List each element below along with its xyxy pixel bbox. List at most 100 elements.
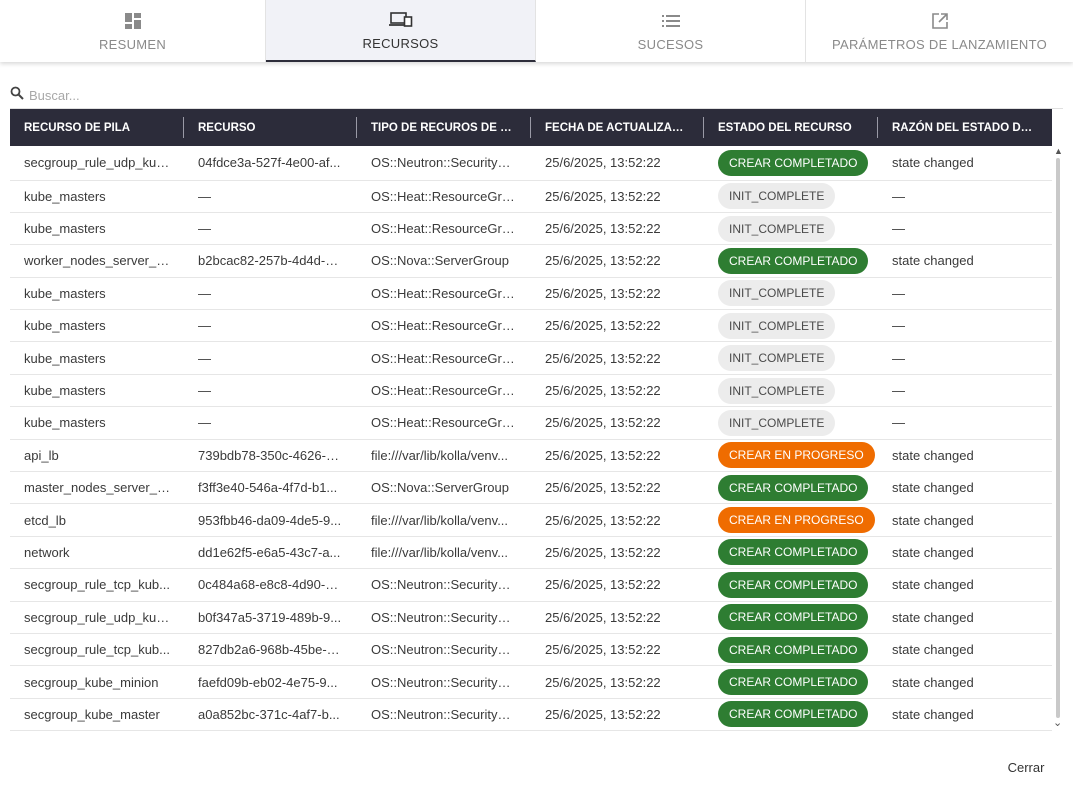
cell-status: INIT_COMPLETE (704, 406, 878, 440)
table-row[interactable]: worker_nodes_server_g... b2bcac82-257b-4d… (10, 244, 1052, 278)
table-row[interactable]: secgroup_rule_udp_kub... 04fdce3a-527f-4e… (10, 146, 1052, 181)
cell-resource-type: OS::Heat::ResourceGroup (357, 309, 531, 343)
table-row[interactable]: kube_masters — OS::Heat::ResourceGroup 25/6… (10, 212, 1052, 246)
close-button[interactable]: Cerrar (996, 754, 1056, 780)
status-badge: CREAR EN PROGRESO (718, 442, 875, 469)
cell-resource-type: OS::Heat::ResourceGroup (357, 374, 531, 408)
column-header-recurso-de-pila[interactable]: RECURSO DE PILA (10, 109, 184, 146)
cell-resource-type: OS::Heat::ResourceGroup (357, 341, 531, 375)
column-header-label: RAZÓN DEL ESTADO DE LA... (892, 121, 1052, 134)
tab-resumen[interactable]: RESUMEN (0, 0, 266, 62)
table-row[interactable]: api_lb 739bdb78-350c-4626-b... file:///var… (10, 439, 1052, 473)
cell-resource: 739bdb78-350c-4626-b... (184, 439, 357, 473)
column-resize-handle[interactable] (183, 117, 184, 138)
column-header-razon[interactable]: RAZÓN DEL ESTADO DE LA... (878, 109, 1052, 146)
table-row[interactable]: kube_masters — OS::Heat::ResourceGroup 25/6… (10, 309, 1052, 343)
cell-resource-type: OS::Neutron::SecurityGr... (357, 568, 531, 602)
column-header-tipo[interactable]: TIPO DE RECUROS DE PILA (357, 109, 531, 146)
column-header-label: RECURSO DE PILA (24, 121, 131, 134)
column-header-label: TIPO DE RECUROS DE PILA (371, 121, 527, 134)
table-row[interactable]: kube_masters — OS::Heat::ResourceGroup 25/6… (10, 180, 1052, 213)
cell-stack-resource: etcd_lb (10, 503, 184, 537)
table-row[interactable]: secgroup_rule_udp_kub... b0f347a5-3719-48… (10, 601, 1052, 634)
cell-stack-resource: kube_masters (10, 277, 184, 311)
column-resize-handle[interactable] (703, 117, 704, 138)
table-row[interactable]: kube_masters — OS::Heat::ResourceGroup 25/6… (10, 374, 1052, 408)
cell-resource-type: OS::Neutron::SecurityGr... (357, 146, 531, 181)
tab-recursos[interactable]: RECURSOS (266, 0, 536, 62)
search-bar (10, 84, 310, 106)
cell-status-reason: state changed (878, 503, 1052, 537)
scroll-down-icon[interactable]: ⌄ (1053, 717, 1063, 729)
table-row[interactable]: kube_masters — OS::Heat::ResourceGroup 25/6… (10, 277, 1052, 311)
cell-resource-type: OS::Heat::ResourceGroup (357, 180, 531, 213)
cell-updated: 25/6/2025, 13:52:22 (531, 568, 704, 602)
column-resize-handle[interactable] (356, 117, 357, 138)
table-row[interactable]: master_nodes_server_gr... f3ff3e40-546a-4… (10, 471, 1052, 505)
tab-label: RECURSOS (362, 35, 439, 51)
status-badge: CREAR COMPLETADO (718, 636, 869, 663)
cell-updated: 25/6/2025, 13:52:22 (531, 212, 704, 246)
cell-status: INIT_COMPLETE (704, 180, 878, 213)
cell-stack-resource: network (10, 536, 184, 570)
cell-status-reason: state changed (878, 601, 1052, 634)
cell-resource-type: OS::Heat::ResourceGroup (357, 212, 531, 246)
cell-status-reason: state changed (878, 439, 1052, 473)
cell-status: CREAR COMPLETADO (704, 471, 878, 505)
status-badge: INIT_COMPLETE (718, 345, 836, 372)
cell-resource: 04fdce3a-527f-4e00-af... (184, 146, 357, 181)
table-row[interactable]: secgroup_rule_tcp_kub... 827db2a6-968b-45… (10, 633, 1052, 667)
cell-status: CREAR COMPLETADO (704, 633, 878, 667)
column-header-estado[interactable]: ESTADO DEL RECURSO (704, 109, 878, 146)
search-icon (10, 86, 24, 105)
cell-resource-type: OS::Nova::ServerGroup (357, 471, 531, 505)
cell-resource: f3ff3e40-546a-4f7d-b1... (184, 471, 357, 505)
cell-resource-type: file:///var/lib/kolla/venv... (357, 439, 531, 473)
table-row[interactable]: kube_masters — OS::Heat::ResourceGroup 25/6… (10, 341, 1052, 375)
cell-resource: — (184, 374, 357, 408)
cell-updated: 25/6/2025, 13:52:22 (531, 601, 704, 634)
column-header-recurso[interactable]: RECURSO (184, 109, 357, 146)
cell-updated: 25/6/2025, 13:52:22 (531, 698, 704, 732)
cell-status-reason: state changed (878, 568, 1052, 602)
search-input[interactable] (29, 87, 289, 103)
cell-updated: 25/6/2025, 13:52:22 (531, 244, 704, 278)
cell-stack-resource: kube_masters (10, 374, 184, 408)
cell-stack-resource: secgroup_rule_tcp_kub... (10, 633, 184, 667)
cell-updated: 25/6/2025, 13:52:22 (531, 665, 704, 699)
cell-status: CREAR EN PROGRESO (704, 439, 878, 473)
column-resize-handle[interactable] (530, 117, 531, 138)
cell-stack-resource: secgroup_kube_master (10, 698, 184, 732)
tab-sucesos[interactable]: SUCESOS (536, 0, 806, 62)
table-row[interactable]: kube_masters — OS::Heat::ResourceGroup 25/6… (10, 406, 1052, 440)
tab-label: RESUMEN (98, 36, 167, 52)
column-header-fecha[interactable]: FECHA DE ACTUALIZACIÓN (531, 109, 704, 146)
status-badge: INIT_COMPLETE (718, 409, 836, 436)
cell-resource-type: file:///var/lib/kolla/venv... (357, 503, 531, 537)
table-scrollbar[interactable]: ▲ ⌄ (1052, 108, 1063, 732)
cell-status: INIT_COMPLETE (704, 277, 878, 311)
cell-stack-resource: kube_masters (10, 341, 184, 375)
table-row[interactable]: etcd_lb 953fbb46-da09-4de5-9... file:///va… (10, 503, 1052, 537)
cell-resource-type: OS::Neutron::SecurityGr... (357, 665, 531, 699)
cell-status-reason: — (878, 406, 1052, 440)
table-row[interactable]: secgroup_kube_master a0a852bc-371c-4af7-b… (10, 698, 1052, 732)
cell-stack-resource: master_nodes_server_gr... (10, 471, 184, 505)
scroll-up-icon[interactable]: ▲ (1054, 146, 1063, 156)
cell-resource-type: OS::Heat::ResourceGroup (357, 406, 531, 440)
tab-parametros-lanzamiento[interactable]: PARÁMETROS DE LANZAMIENTO (806, 0, 1073, 62)
cell-status-reason: — (878, 341, 1052, 375)
table-row[interactable]: network dd1e62f5-e6a5-43c7-a... file:///va… (10, 536, 1052, 570)
scrollbar-thumb[interactable] (1056, 158, 1060, 718)
cell-status: INIT_COMPLETE (704, 212, 878, 246)
column-resize-handle[interactable] (877, 117, 878, 138)
tab-label: SUCESOS (637, 36, 704, 52)
cell-status-reason: state changed (878, 698, 1052, 732)
cell-status: CREAR COMPLETADO (704, 698, 878, 732)
cell-resource: b2bcac82-257b-4d4d-b... (184, 244, 357, 278)
status-badge: CREAR COMPLETADO (718, 539, 869, 566)
cell-stack-resource: worker_nodes_server_g... (10, 244, 184, 278)
cell-stack-resource: kube_masters (10, 212, 184, 246)
table-row[interactable]: secgroup_kube_minion faefd09b-eb02-4e75-9… (10, 665, 1052, 699)
table-row[interactable]: secgroup_rule_tcp_kub... 0c484a68-e8c8-4d… (10, 568, 1052, 602)
